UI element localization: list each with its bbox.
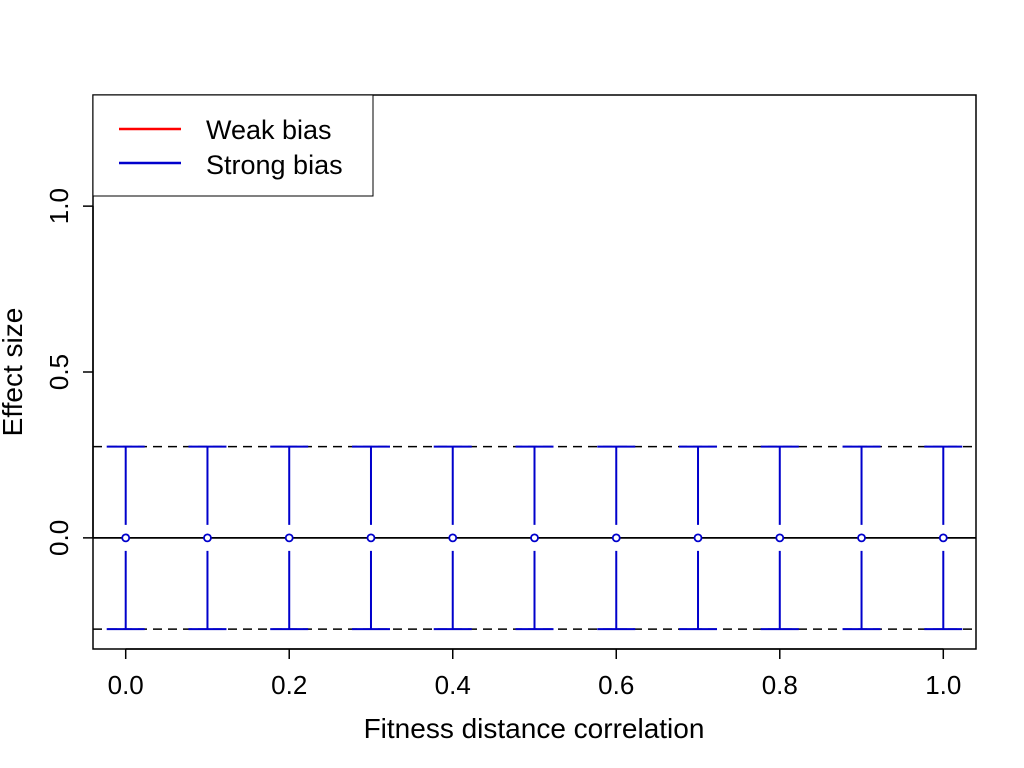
error-bar (597, 445, 636, 631)
y-axis-label: Effect size (0, 308, 28, 437)
error-bar (679, 445, 718, 631)
error-bar (433, 445, 472, 631)
data-point (611, 533, 621, 543)
legend-label-strong-bias: Strong bias (206, 150, 343, 180)
data-point (284, 533, 294, 543)
error-bar (515, 445, 554, 631)
x-tick-label: 1.0 (925, 670, 961, 700)
error-bar (842, 445, 881, 631)
series-layer (106, 445, 963, 631)
error-bar (188, 445, 227, 631)
legend-box (92, 94, 374, 197)
y-axis: 0.0 0.5 1.0 (44, 188, 94, 556)
y-tick-label: 0.0 (44, 520, 74, 556)
x-tick-label: 0.8 (762, 670, 798, 700)
data-point (857, 533, 866, 543)
y-tick-label: 1.0 (44, 188, 74, 224)
data-point (938, 533, 948, 543)
data-point (530, 533, 539, 543)
x-axis: 0.0 0.2 0.4 0.6 0.8 1.0 (108, 648, 961, 700)
x-tick-label: 0.0 (108, 670, 144, 700)
legend-label-weak-bias: Weak bias (206, 115, 332, 145)
y-tick-label: 0.5 (44, 354, 74, 390)
legend: Weak bias Strong bias (92, 94, 374, 197)
data-point (203, 533, 212, 543)
error-bar (270, 445, 309, 631)
error-bar (351, 445, 390, 631)
data-point (366, 533, 376, 543)
data-point (448, 533, 458, 543)
x-tick-label: 0.2 (271, 670, 307, 700)
x-tick-label: 0.4 (435, 670, 471, 700)
error-bar (760, 445, 799, 631)
x-tick-label: 0.6 (598, 670, 634, 700)
data-point (121, 533, 131, 543)
x-axis-label: Fitness distance correlation (364, 713, 705, 744)
data-point (775, 533, 785, 543)
error-bar (106, 445, 145, 631)
data-point (693, 533, 703, 543)
error-bar (924, 445, 963, 631)
